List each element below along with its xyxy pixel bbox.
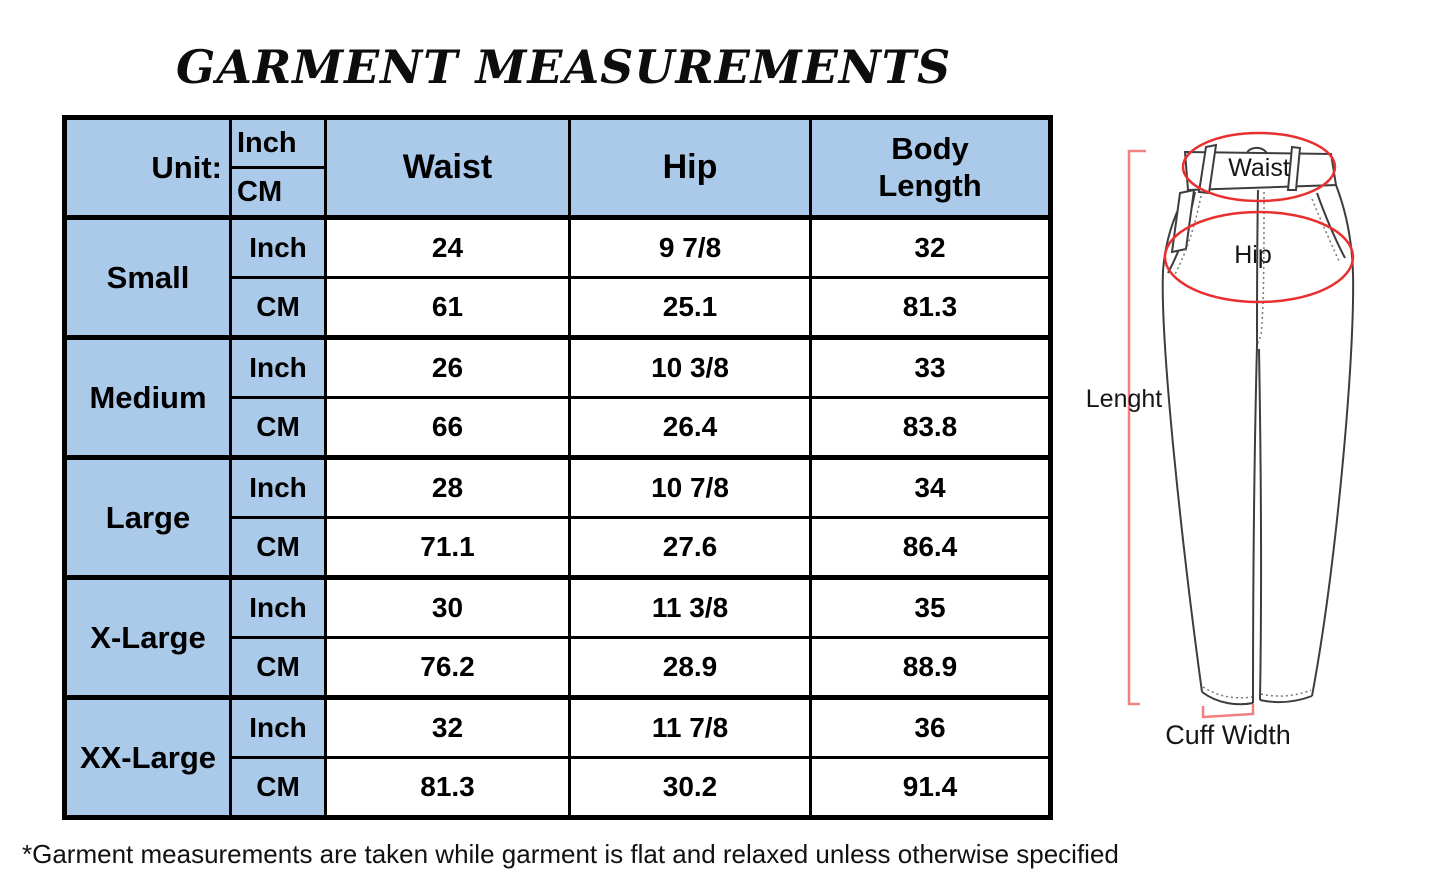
value-cell: 28 bbox=[324, 455, 571, 519]
value-cell: 9 7/8 bbox=[568, 215, 812, 279]
size-label-x-large: X-Large bbox=[63, 575, 232, 699]
table-row: Small Inch 24 9 7/8 32 bbox=[63, 215, 1052, 339]
value-cell: 30 bbox=[324, 575, 571, 639]
length-label: Lenght bbox=[1085, 385, 1163, 413]
waist-measure-ellipse bbox=[1181, 131, 1337, 203]
value-cell: 32 bbox=[324, 695, 571, 759]
value-cell: 10 3/8 bbox=[568, 335, 812, 399]
hip-label: Hip bbox=[1234, 241, 1272, 269]
measurement-table: Unit: Inch Waist Hip Body Length CM Smal… bbox=[62, 115, 1053, 820]
unit-cell: Inch bbox=[229, 695, 327, 759]
size-label-large: Large bbox=[63, 455, 232, 579]
unit-cell: CM bbox=[229, 276, 327, 339]
unit-cell: Inch bbox=[229, 215, 327, 279]
value-cell: 28.9 bbox=[568, 636, 812, 699]
table-row: XX-Large Inch 32 11 7/8 36 bbox=[63, 695, 1052, 819]
table-row: CM 76.2 28.9 88.9 bbox=[65, 636, 1052, 699]
value-cell: 71.1 bbox=[324, 516, 571, 579]
unit-cell: Inch bbox=[229, 575, 327, 639]
value-cell: 11 7/8 bbox=[568, 695, 812, 759]
value-cell: 25.1 bbox=[568, 276, 812, 339]
value-cell: 88.9 bbox=[809, 636, 1052, 699]
table-header-row: CM bbox=[65, 166, 1051, 219]
value-cell: 26.4 bbox=[568, 396, 812, 459]
hip-measure-ellipse bbox=[1163, 210, 1355, 304]
col-header-body-length-text: Body Length bbox=[878, 130, 982, 203]
value-cell: 91.4 bbox=[809, 756, 1052, 819]
value-cell: 26 bbox=[324, 335, 571, 399]
value-cell: 81.3 bbox=[324, 756, 571, 819]
unit-inch-header-cell: Inch bbox=[229, 116, 327, 169]
length-bracket bbox=[1127, 149, 1146, 706]
value-cell: 11 3/8 bbox=[568, 575, 812, 639]
value-cell: 66 bbox=[324, 396, 571, 459]
coin-pocket bbox=[1170, 188, 1196, 254]
belt-loop-right bbox=[1286, 145, 1302, 191]
table-row: CM 66 26.4 83.8 bbox=[65, 396, 1052, 459]
unit-cm-header-cell: CM bbox=[229, 166, 327, 219]
unit-cell: Inch bbox=[229, 455, 327, 519]
unit-cell: CM bbox=[229, 636, 327, 699]
value-cell: 34 bbox=[809, 455, 1052, 519]
value-cell: 35 bbox=[809, 575, 1052, 639]
unit-cell: CM bbox=[229, 516, 327, 579]
table-row: CM 61 25.1 81.3 bbox=[65, 276, 1052, 339]
table-row: Medium Inch 26 10 3/8 33 bbox=[63, 335, 1052, 459]
pants-line-art bbox=[1127, 131, 1355, 719]
unit-cell: Inch bbox=[229, 335, 327, 399]
waist-label: Waist bbox=[1228, 154, 1290, 182]
unit-header-cell: Unit: bbox=[63, 116, 232, 219]
col-header-hip: Hip bbox=[568, 116, 812, 219]
table-row: CM 71.1 27.6 86.4 bbox=[65, 516, 1052, 579]
pocket-right bbox=[1316, 192, 1346, 259]
table-row: Large Inch 28 10 7/8 34 bbox=[63, 455, 1052, 579]
col-header-waist: Waist bbox=[324, 116, 571, 219]
value-cell: 61 bbox=[324, 276, 571, 339]
size-label-medium: Medium bbox=[63, 335, 232, 459]
value-cell: 76.2 bbox=[324, 636, 571, 699]
unit-cell: CM bbox=[229, 396, 327, 459]
value-cell: 10 7/8 bbox=[568, 455, 812, 519]
value-cell: 83.8 bbox=[809, 396, 1052, 459]
col-header-body-length: Body Length bbox=[809, 116, 1052, 219]
table-row: X-Large Inch 30 11 3/8 35 bbox=[63, 575, 1052, 699]
value-cell: 36 bbox=[809, 695, 1052, 759]
value-cell: 24 bbox=[324, 215, 571, 279]
value-cell: 32 bbox=[809, 215, 1052, 279]
pants-measurement-diagram: Waist Hip Lenght Cuff Width bbox=[1083, 113, 1423, 773]
value-cell: 30.2 bbox=[568, 756, 812, 819]
size-label-small: Small bbox=[63, 215, 232, 339]
page-title: GARMENT MEASUREMENTS bbox=[176, 40, 952, 94]
table-header-row: Unit: Inch Waist Hip Body Length bbox=[63, 116, 1052, 219]
stitch-lines bbox=[1173, 191, 1340, 699]
value-cell: 33 bbox=[809, 335, 1052, 399]
value-cell: 27.6 bbox=[568, 516, 812, 579]
value-cell: 81.3 bbox=[809, 276, 1052, 339]
cuff-width-label: Cuff Width bbox=[1165, 720, 1291, 750]
value-cell: 86.4 bbox=[809, 516, 1052, 579]
footnote: *Garment measurements are taken while ga… bbox=[22, 839, 1119, 869]
unit-cell: CM bbox=[229, 756, 327, 819]
pants-outline bbox=[1161, 143, 1355, 706]
size-label-xx-large: XX-Large bbox=[63, 695, 232, 819]
cuff-width-bracket bbox=[1201, 704, 1255, 719]
table-row: CM 81.3 30.2 91.4 bbox=[65, 756, 1052, 819]
